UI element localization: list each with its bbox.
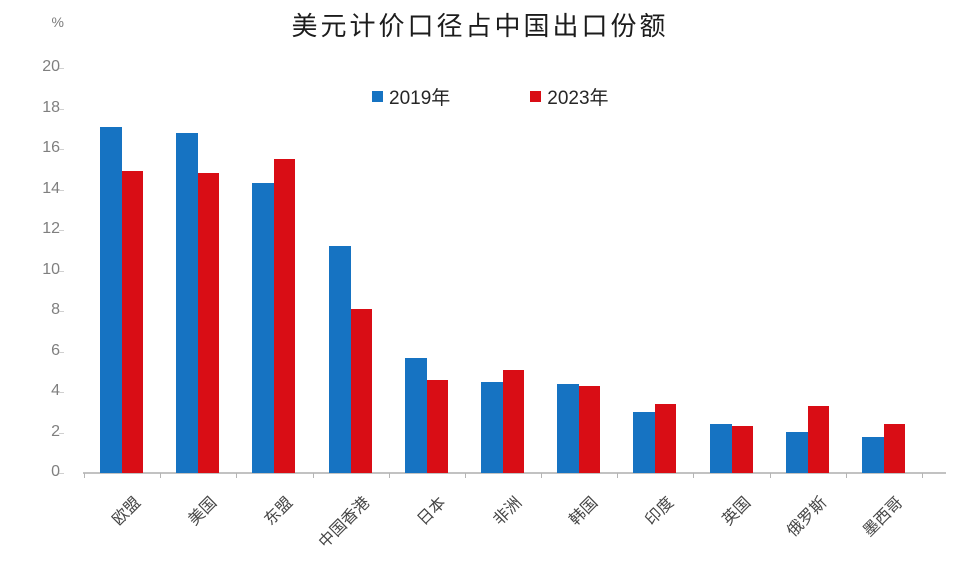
x-category-label: 中国香港 xyxy=(315,494,374,552)
y-tick-label: 20 xyxy=(42,58,60,75)
x-tick-mark xyxy=(922,473,923,478)
x-tick-mark xyxy=(693,473,694,478)
x-category-label: 日本 xyxy=(414,494,450,529)
legend-item-y2019: 2019年 xyxy=(372,83,450,110)
y-tick-mark xyxy=(59,392,64,393)
bar-y2019-c1 xyxy=(176,133,198,473)
y-tick-mark xyxy=(59,432,64,434)
x-tick-mark xyxy=(617,473,618,478)
y-tick-mark xyxy=(59,311,64,312)
y-tick-label: 14 xyxy=(42,179,60,197)
x-category-label: 俄罗斯 xyxy=(784,494,831,541)
x-category-label: 东盟 xyxy=(261,494,297,529)
x-axis-line xyxy=(83,472,946,474)
y-tick-mark xyxy=(59,230,64,231)
bar-y2023-c8 xyxy=(732,426,753,473)
x-category-label: 美国 xyxy=(185,494,221,529)
legend-swatch-icon xyxy=(372,91,383,102)
bar-y2023-c10 xyxy=(884,424,905,473)
y-tick-mark xyxy=(59,149,64,150)
legend-label: 2023年 xyxy=(547,88,609,109)
x-category-label: 墨西哥 xyxy=(860,494,907,541)
bar-y2019-c5 xyxy=(481,382,503,473)
legend-item-y2023: 2023年 xyxy=(530,83,609,110)
bar-y2023-c2 xyxy=(274,159,295,473)
x-tick-mark xyxy=(84,473,85,478)
y-tick-label: 4 xyxy=(51,382,60,399)
bar-y2019-c0 xyxy=(100,127,122,473)
y-axis-unit-label: % xyxy=(51,14,64,30)
x-category-label: 韩国 xyxy=(566,494,602,529)
x-category-label: 欧盟 xyxy=(109,494,145,529)
x-tick-mark xyxy=(465,473,466,478)
x-category-label: 印度 xyxy=(642,494,678,529)
bar-y2023-c0 xyxy=(122,171,143,473)
y-tick-label: 12 xyxy=(42,220,60,237)
bar-y2019-c9 xyxy=(786,432,808,473)
bar-y2019-c7 xyxy=(633,412,655,473)
bar-y2023-c9 xyxy=(808,406,829,473)
bar-y2019-c8 xyxy=(710,424,732,473)
y-tick-label: 10 xyxy=(42,260,60,278)
legend-label: 2019年 xyxy=(389,88,451,109)
x-category-label: 英国 xyxy=(719,494,755,529)
bar-y2019-c2 xyxy=(252,183,274,473)
y-tick-mark xyxy=(59,189,64,191)
bar-y2023-c4 xyxy=(427,380,448,473)
x-tick-mark xyxy=(770,473,771,478)
chart-legend: 2019年 2023年 xyxy=(372,83,609,110)
x-tick-mark xyxy=(236,473,237,478)
x-tick-mark xyxy=(846,473,847,478)
y-tick-label: 18 xyxy=(42,98,60,116)
x-tick-mark xyxy=(389,473,390,478)
y-tick-mark xyxy=(59,473,64,474)
y-tick-label: 16 xyxy=(42,139,60,156)
y-tick-label: 2 xyxy=(51,422,60,440)
x-tick-mark xyxy=(313,473,314,478)
bar-y2023-c3 xyxy=(351,309,372,473)
legend-swatch-icon xyxy=(530,91,542,102)
y-tick-mark xyxy=(59,108,64,110)
bar-y2019-c6 xyxy=(557,384,579,473)
y-tick-mark xyxy=(59,270,64,272)
y-tick-mark xyxy=(59,68,64,69)
x-tick-mark xyxy=(541,473,542,478)
y-tick-mark xyxy=(59,351,64,353)
bar-y2023-c5 xyxy=(503,370,524,473)
y-tick-label: 8 xyxy=(51,301,60,318)
bar-y2023-c6 xyxy=(579,386,600,473)
y-tick-label: 0 xyxy=(51,463,60,480)
bar-y2023-c1 xyxy=(198,173,219,473)
x-tick-mark xyxy=(160,473,161,478)
bar-y2023-c7 xyxy=(655,404,676,473)
chart-title: 美元计价口径占中国出口份额 xyxy=(291,12,669,42)
bar-y2019-c3 xyxy=(329,246,351,473)
x-category-label: 非洲 xyxy=(490,494,526,529)
bar-y2019-c10 xyxy=(862,437,884,473)
bar-y2019-c4 xyxy=(405,358,427,473)
y-tick-label: 6 xyxy=(51,341,60,359)
